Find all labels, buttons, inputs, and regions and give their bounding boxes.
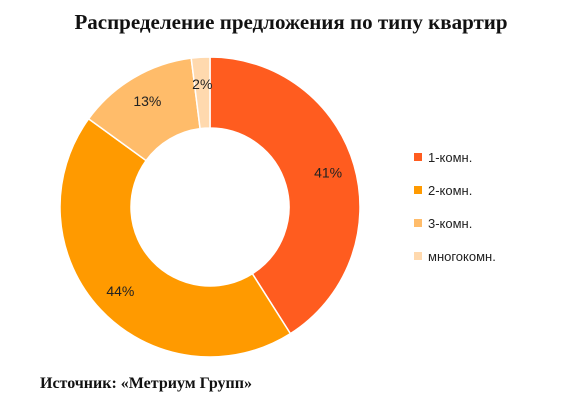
legend-label-многокомн: многокомн. [428, 249, 496, 264]
value-label-1-комн: 41% [314, 165, 342, 181]
chart-legend: 1-комн. 2-комн. 3-комн. многокомн. [414, 150, 496, 264]
slice-2-комн [59, 117, 292, 358]
slice-многокомн [190, 56, 211, 130]
value-label-2-комн: 44% [106, 283, 134, 299]
donut-chart: 41% 44% 13% 2% 1-комн. 2-комн. 3-комн. многоко… [59, 56, 496, 358]
legend-swatch-многокомн [414, 252, 422, 260]
chart-area: 41% 44% 13% 2% 1-комн. 2-комн. 3-комн. многоко… [0, 44, 582, 370]
value-label-3-комн: 13% [133, 93, 161, 109]
slice-1-комн [209, 56, 361, 335]
value-label-многокомн: 2% [192, 76, 212, 92]
legend-swatch-2-комн [414, 186, 422, 194]
legend-label-1-комн: 1-комн. [428, 150, 472, 165]
donut-value-labels: 41% 44% 13% 2% [106, 76, 342, 299]
chart-title: Распределение предложения по типу кварти… [74, 10, 508, 34]
legend-label-3-комн: 3-комн. [428, 216, 472, 231]
donut-slices [59, 56, 361, 358]
legend-swatch-1-комн [414, 153, 422, 161]
source-note: Источник: «Метриум Групп» [40, 375, 252, 392]
legend-label-2-комн: 2-комн. [428, 183, 472, 198]
legend-swatch-3-комн [414, 219, 422, 227]
